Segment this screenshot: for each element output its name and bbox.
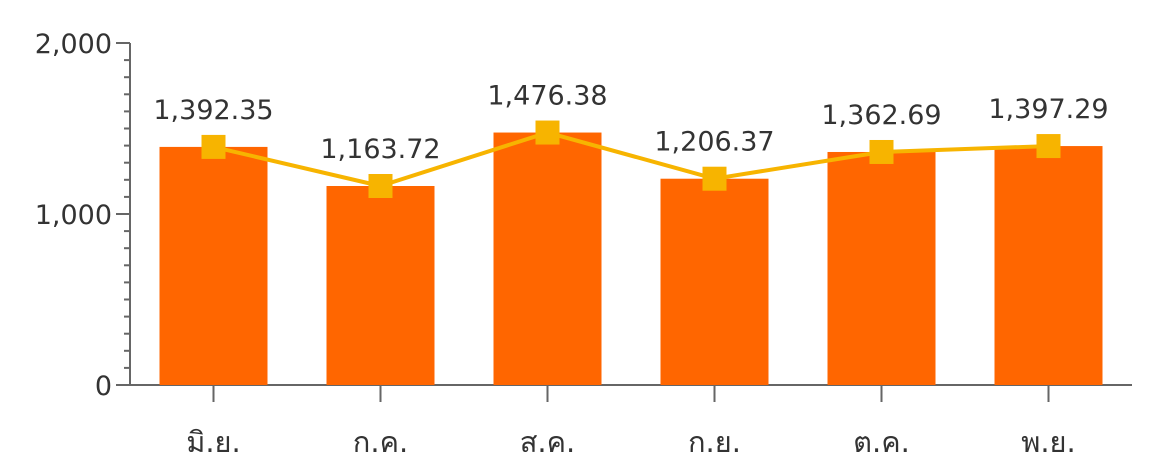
label-layer: 1,392.35 1,163.72 1,476.38 1,206.37 1,362.69… bbox=[153, 81, 1108, 165]
bar bbox=[660, 178, 769, 385]
x-tick-label: ส.ค. bbox=[520, 425, 576, 459]
line-marker bbox=[702, 166, 727, 191]
x-tick-label: ต.ค. bbox=[853, 425, 910, 459]
x-tick-label: มิ.ย. bbox=[186, 425, 241, 459]
y-tick-label: 1,000 bbox=[35, 200, 112, 231]
line-marker bbox=[869, 139, 894, 164]
data-label: 1,397.29 bbox=[988, 94, 1108, 125]
data-label: 1,476.38 bbox=[487, 81, 607, 112]
data-label: 1,163.72 bbox=[320, 134, 440, 165]
axis-layer: 0 1,000 2,000 มิ.ย. ก.ค. ส.ค. ก.ย. ต.ค. พ.ย. bbox=[35, 29, 1132, 459]
bar bbox=[326, 186, 435, 385]
line-marker bbox=[368, 174, 393, 199]
bar bbox=[827, 151, 936, 385]
bar-layer bbox=[159, 132, 1103, 385]
line-marker bbox=[535, 120, 560, 145]
data-label: 1,206.37 bbox=[654, 127, 774, 158]
bar bbox=[493, 132, 602, 385]
line-marker bbox=[1036, 134, 1061, 159]
x-tick-label: ก.ค. bbox=[353, 425, 408, 459]
line-marker bbox=[201, 134, 226, 159]
data-label: 1,392.35 bbox=[153, 95, 273, 126]
y-tick-label: 0 bbox=[95, 371, 112, 402]
series-line bbox=[213, 130, 1049, 189]
x-tick-label: ก.ย. bbox=[688, 425, 741, 459]
x-tick-label: พ.ย. bbox=[1021, 425, 1076, 459]
bar bbox=[159, 146, 268, 385]
line-layer bbox=[201, 120, 1061, 199]
data-label: 1,362.69 bbox=[821, 100, 941, 131]
y-tick-label: 2,000 bbox=[35, 29, 112, 60]
bar bbox=[994, 146, 1103, 385]
